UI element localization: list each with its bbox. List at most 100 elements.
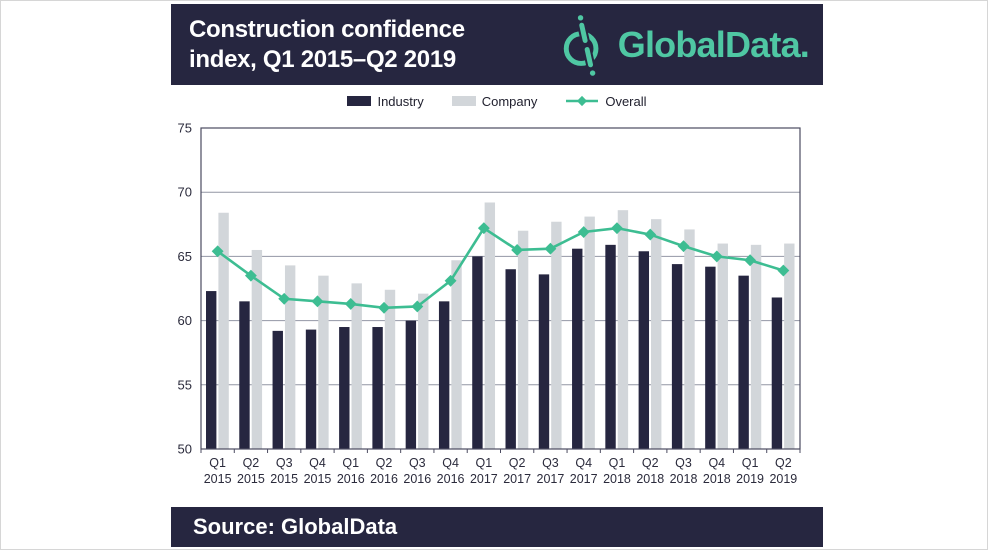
x-label-quarter: Q2 — [509, 456, 526, 470]
x-label-quarter: Q1 — [342, 456, 359, 470]
x-label-quarter: Q3 — [276, 456, 293, 470]
x-label-quarter: Q3 — [675, 456, 692, 470]
x-label-year: 2015 — [204, 472, 232, 486]
x-label-year: 2016 — [370, 472, 398, 486]
chart-legend: Industry Company Overall — [171, 91, 823, 111]
bar-industry-q1-2015 — [206, 291, 217, 449]
overall-marker-q1-2016 — [344, 297, 357, 310]
x-label-year: 2017 — [503, 472, 531, 486]
legend-label-industry: Industry — [377, 93, 424, 109]
y-tick-label-65: 65 — [178, 249, 192, 264]
bar-company-q1-2018 — [617, 210, 629, 449]
legend-item-industry: Industry — [347, 93, 424, 109]
overall-marker-q3-2017 — [544, 242, 557, 255]
overall-line — [216, 226, 784, 310]
x-label-quarter: Q2 — [642, 456, 659, 470]
bar-industry-q2-2019 — [771, 297, 783, 449]
bar-industry-q4-2015 — [305, 329, 317, 449]
bar-company-q4-2018 — [717, 243, 728, 449]
x-label-year: 2015 — [270, 472, 298, 486]
x-label-year: 2019 — [736, 472, 764, 486]
bar-industry-q4-2018 — [705, 266, 716, 449]
overall-marker-q2-2016 — [378, 301, 390, 314]
overall-marker-q2-2019 — [777, 264, 790, 277]
bar-industry-q3-2016 — [405, 320, 417, 449]
x-label-year: 2015 — [237, 472, 265, 486]
x-label-quarter: Q1 — [742, 456, 759, 470]
bar-company-q2-2016 — [384, 289, 396, 449]
x-label-quarter: Q4 — [442, 456, 459, 470]
x-label-year: 2017 — [470, 472, 498, 486]
x-label-year: 2015 — [304, 472, 332, 486]
legend-item-overall: Overall — [565, 93, 647, 109]
overall-marker-q3-2016 — [411, 300, 424, 313]
bar-company-q3-2016 — [418, 293, 429, 449]
x-label-year: 2018 — [636, 472, 664, 486]
bar-industry-q3-2018 — [671, 264, 683, 449]
bar-company-q2-2018 — [651, 219, 662, 449]
x-label-quarter: Q4 — [575, 456, 592, 470]
source-text: Source: GlobalData — [193, 514, 398, 539]
legend-swatch-company — [451, 96, 476, 106]
bar-company-q2-2019 — [784, 243, 795, 449]
bar-industry-q1-2019 — [738, 275, 749, 449]
legend-label-company: Company — [481, 93, 538, 109]
y-tick-label-60: 60 — [178, 313, 192, 328]
x-label-year: 2018 — [703, 472, 731, 486]
bar-company-q3-2018 — [684, 229, 695, 449]
x-label-year: 2016 — [437, 472, 465, 486]
bar-industry-q3-2017 — [538, 274, 550, 449]
globaldata-logo-icon — [563, 14, 599, 76]
confidence-index-chart: 50 55 60 65 70 75 Q1 2015 Q2 2015 Q3 2015 Q4 2015 Q1 20… — [178, 121, 801, 486]
bar-industry-q2-2017 — [505, 269, 516, 449]
bar-industry-q2-2018 — [638, 251, 650, 449]
bar-company-q3-2015 — [284, 265, 296, 449]
bar-company-q4-2017 — [584, 216, 595, 449]
x-label-quarter: Q2 — [243, 456, 260, 470]
y-tick-label-75: 75 — [178, 121, 192, 136]
bar-company-q1-2016 — [351, 283, 362, 449]
bar-industry-q1-2016 — [339, 327, 350, 449]
chart-area: 50 55 60 65 70 75 Q1 2015 Q2 2015 Q3 2015 Q4 2015 Q1 20… — [156, 116, 836, 496]
bar-industry-q1-2018 — [605, 244, 616, 449]
bar-industry-q2-2016 — [372, 327, 383, 449]
bar-industry-q1-2017 — [472, 256, 483, 449]
x-label-year: 2018 — [670, 472, 698, 486]
bar-company-q4-2016 — [451, 260, 462, 449]
y-tick-label-55: 55 — [178, 377, 192, 392]
overall-marker-q1-2017 — [477, 222, 490, 235]
x-label-quarter: Q1 — [476, 456, 493, 470]
legend-label-overall: Overall — [605, 93, 647, 109]
bar-company-q1-2015 — [218, 212, 229, 449]
legend-swatch-industry — [347, 96, 372, 106]
bar-industry-q3-2015 — [272, 330, 283, 449]
bar-company-q3-2017 — [551, 221, 562, 449]
globaldata-brand: GlobalData. — [555, 12, 810, 78]
bar-company-q1-2019 — [750, 244, 762, 449]
legend-marker-overall — [566, 95, 599, 107]
x-label-year: 2017 — [570, 472, 598, 486]
brand-name: GlobalData. — [617, 23, 810, 65]
overall-marker-q1-2018 — [611, 222, 623, 235]
bar-industry-q2-2015 — [239, 301, 250, 449]
x-label-quarter: Q3 — [409, 456, 426, 470]
bar-industry-q4-2017 — [572, 248, 583, 449]
overall-marker-q2-2015 — [244, 269, 257, 282]
x-label-quarter: Q3 — [542, 456, 559, 470]
legend-item-company: Company — [451, 93, 538, 109]
x-label-quarter: Q1 — [209, 456, 226, 470]
bar-company-q4-2015 — [318, 275, 329, 449]
x-label-quarter: Q1 — [609, 456, 626, 470]
overall-marker-q1-2019 — [744, 254, 757, 267]
y-tick-label-70: 70 — [178, 185, 192, 200]
overall-marker-q2-2017 — [511, 244, 524, 256]
x-label-year: 2016 — [403, 472, 431, 486]
x-label-year: 2018 — [603, 472, 631, 486]
overall-marker-q3-2015 — [278, 292, 291, 305]
bar-company-q2-2015 — [251, 249, 263, 449]
bar-company-q2-2017 — [517, 230, 529, 449]
x-label-quarter: Q2 — [376, 456, 393, 470]
chart-title: Construction confidence index, Q1 2015–Q… — [189, 16, 465, 73]
x-label-quarter: Q4 — [309, 456, 326, 470]
